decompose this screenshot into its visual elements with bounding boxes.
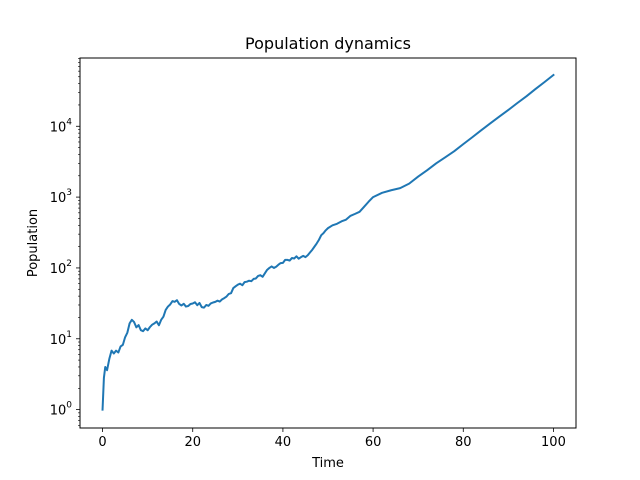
y-tick-label: 103 [50,188,72,206]
y-tick-exponent: 1 [66,330,72,340]
axes-frame [79,57,577,429]
x-tick-label: 40 [275,435,292,450]
y-tick-label: 104 [50,117,73,135]
chart-title: Population dynamics [245,34,411,53]
y-tick-exponent: 4 [66,117,72,127]
y-tick-base: 10 [50,404,67,419]
x-tick-label: 100 [541,435,566,450]
y-axis-label: Population [26,209,41,277]
population-line [101,73,555,411]
y-tick-base: 10 [50,120,67,135]
y-tick-label: 100 [50,401,73,419]
x-tick-label: 0 [98,435,106,450]
y-tick-label: 102 [50,259,72,277]
y-tick-exponent: 3 [66,188,72,198]
y-tick-label: 101 [50,330,72,348]
x-tick-label: 80 [455,435,472,450]
x-tick-label: 60 [365,435,382,450]
plot-layer [101,73,555,411]
x-tick-label: 20 [184,435,201,450]
y-tick-base: 10 [50,262,67,277]
y-tick-exponent: 0 [66,401,72,411]
x-axis-label: Time [311,456,344,471]
y-tick-base: 10 [50,333,67,348]
y-tick-exponent: 2 [66,259,72,269]
y-tick-base: 10 [50,191,67,206]
